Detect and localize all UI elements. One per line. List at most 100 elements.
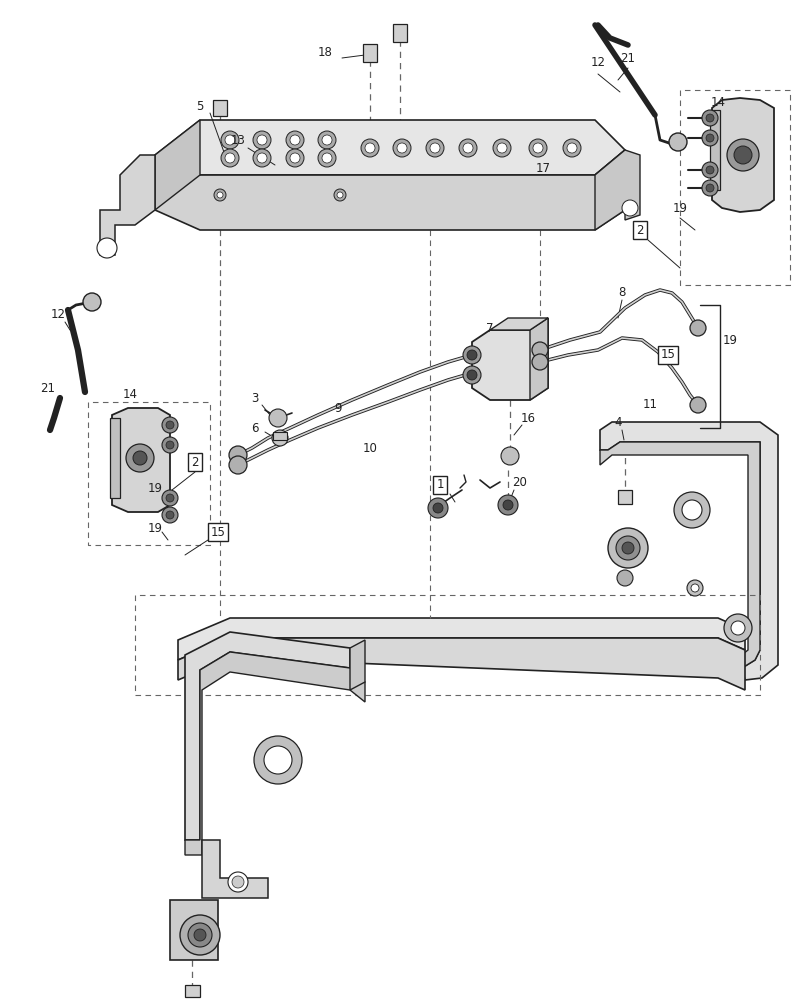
Circle shape [466,350,476,360]
Circle shape [83,293,101,311]
Polygon shape [711,98,773,212]
Circle shape [221,149,238,167]
Circle shape [616,570,633,586]
Circle shape [432,503,443,513]
Polygon shape [599,442,759,668]
Circle shape [705,114,713,122]
Circle shape [566,143,577,153]
Circle shape [686,580,702,596]
Polygon shape [489,318,547,330]
Circle shape [528,139,547,157]
Text: 19: 19 [672,202,687,215]
Circle shape [673,492,709,528]
Circle shape [322,135,332,145]
Circle shape [690,584,698,592]
Circle shape [458,139,476,157]
Circle shape [702,180,717,196]
Bar [393,24,406,42]
Circle shape [217,192,223,198]
Text: 7: 7 [486,322,493,334]
Circle shape [702,130,717,146]
Circle shape [616,536,639,560]
Text: 8: 8 [617,286,625,298]
Bar [363,44,376,62]
Circle shape [426,139,444,157]
Circle shape [272,430,288,446]
Circle shape [730,621,744,635]
Text: 14: 14 [710,96,724,109]
Text: 19: 19 [148,482,162,494]
Polygon shape [530,318,547,400]
Circle shape [162,507,178,523]
Circle shape [228,872,247,892]
Text: 12: 12 [590,56,605,69]
Circle shape [492,139,510,157]
Circle shape [180,915,220,955]
Circle shape [165,511,174,519]
Circle shape [254,736,302,784]
Circle shape [264,746,292,774]
Polygon shape [202,840,268,898]
Circle shape [165,441,174,449]
Circle shape [285,131,303,149]
Circle shape [322,153,332,163]
Circle shape [689,320,705,336]
Circle shape [462,346,480,364]
Circle shape [225,135,234,145]
Polygon shape [155,120,200,210]
Text: 4: 4 [613,416,621,428]
Text: 19: 19 [148,522,162,534]
Text: 3: 3 [251,391,259,404]
Text: 5: 5 [196,100,204,113]
Text: 9: 9 [334,401,341,414]
Circle shape [257,135,267,145]
Circle shape [531,342,547,358]
Text: 20: 20 [512,476,527,488]
Text: 15: 15 [210,526,225,538]
Polygon shape [178,618,744,660]
Circle shape [318,131,336,149]
Polygon shape [185,632,350,840]
Bar [185,985,200,997]
Circle shape [126,444,154,472]
Circle shape [333,189,345,201]
Circle shape [290,153,299,163]
Text: 15: 15 [660,349,675,361]
Polygon shape [155,150,624,230]
Circle shape [225,153,234,163]
Polygon shape [100,155,155,255]
Text: 11: 11 [642,398,657,412]
Text: 18: 18 [317,46,332,59]
Circle shape [562,139,581,157]
Circle shape [705,184,713,192]
Circle shape [162,490,178,506]
Polygon shape [112,408,169,512]
Bar [109,418,120,498]
Text: 6: 6 [251,422,259,434]
Text: 21: 21 [620,52,635,65]
Circle shape [165,494,174,502]
Text: 19: 19 [722,334,736,347]
Circle shape [668,133,686,151]
Circle shape [607,528,647,568]
Circle shape [290,135,299,145]
Circle shape [229,446,247,464]
Circle shape [318,149,336,167]
Circle shape [162,437,178,453]
Polygon shape [169,900,217,960]
Bar [212,100,227,116]
Circle shape [214,189,225,201]
Polygon shape [155,120,624,175]
Text: 16: 16 [520,412,534,424]
Circle shape [496,143,506,153]
Circle shape [337,192,342,198]
Circle shape [257,153,267,163]
Circle shape [705,134,713,142]
Polygon shape [185,652,365,855]
Circle shape [253,131,271,149]
Circle shape [532,143,543,153]
Circle shape [621,200,637,216]
Text: 13: 13 [230,134,245,147]
Circle shape [268,409,286,427]
Circle shape [702,110,717,126]
